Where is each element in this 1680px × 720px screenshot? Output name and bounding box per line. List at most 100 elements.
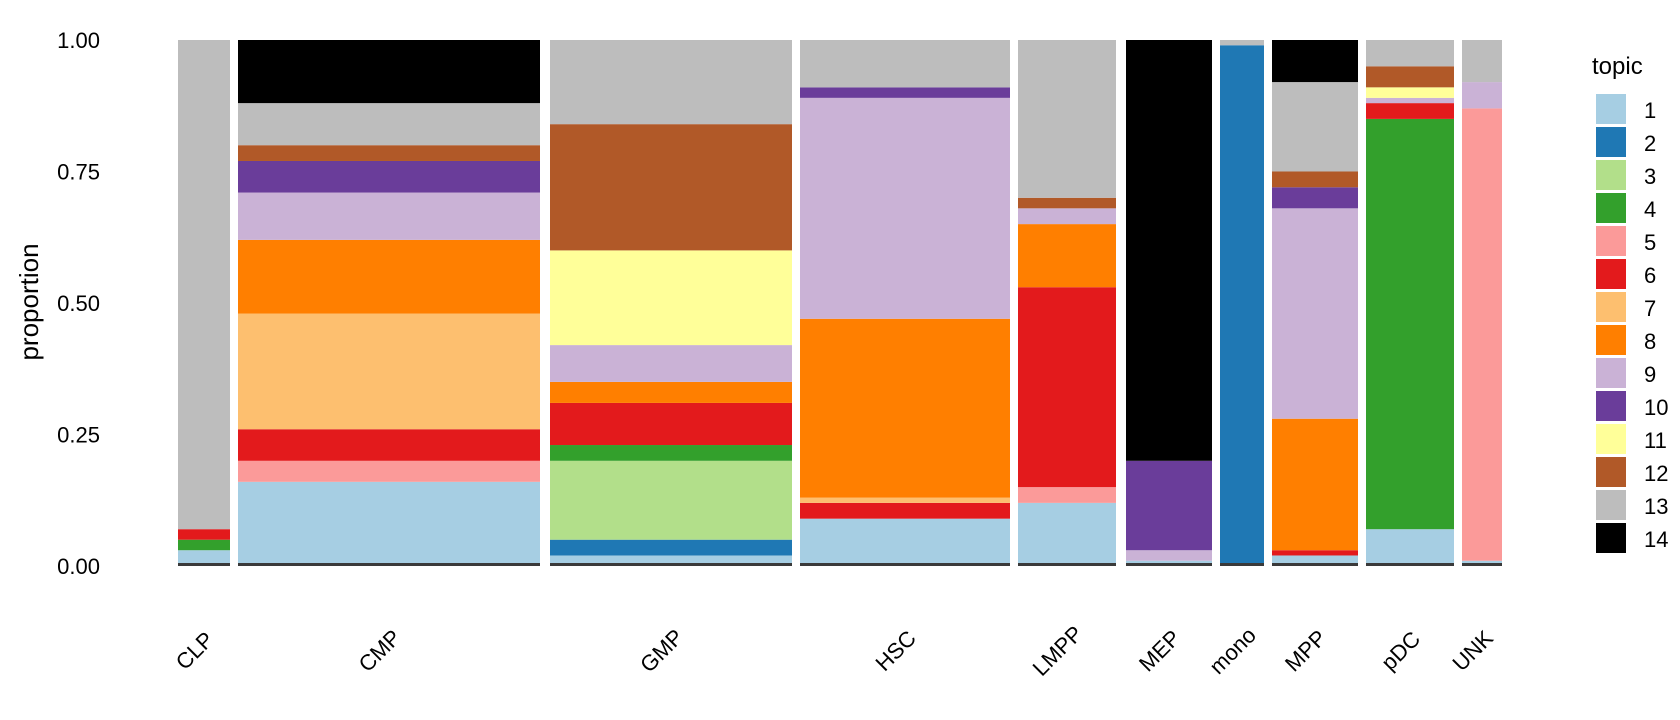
legend-swatch-topic-1 (1596, 94, 1626, 124)
legend-label: 13 (1644, 494, 1668, 519)
bar-group-cmp (238, 40, 540, 566)
bar-segment-topic-9 (1126, 550, 1212, 561)
legend-swatch-topic-10 (1596, 391, 1626, 421)
baseline (1366, 563, 1454, 566)
legend-swatch-topic-8 (1596, 325, 1626, 355)
bar-segment-topic-13 (1018, 40, 1116, 198)
bar-segment-topic-8 (1018, 224, 1116, 288)
bar-segment-topic-10 (800, 87, 1010, 98)
bar-group-mpp (1272, 40, 1358, 566)
bar-segment-topic-12 (238, 145, 540, 161)
y-tick-label: 0.50 (57, 291, 100, 316)
bar-group-hsc (800, 40, 1010, 566)
bar-segment-topic-2 (550, 539, 792, 556)
bar-segment-topic-5 (238, 460, 540, 482)
baseline (1272, 563, 1358, 566)
baseline (550, 563, 792, 566)
bar-segment-topic-1 (800, 518, 1010, 566)
legend-swatch-topic-13 (1596, 490, 1626, 520)
legend-title: topic (1592, 53, 1643, 80)
bar-segment-topic-1 (1272, 555, 1358, 566)
legend-swatch-topic-11 (1596, 424, 1626, 454)
bar-segment-topic-9 (550, 345, 792, 382)
legend-label: 10 (1644, 395, 1668, 420)
baseline (1018, 563, 1116, 566)
legend-label: 9 (1644, 362, 1656, 387)
legend-label: 2 (1644, 131, 1656, 156)
legend-label: 5 (1644, 230, 1656, 255)
x-tick-label: pDC (1376, 626, 1425, 675)
bar-group-lmpp (1018, 40, 1116, 566)
bar-segment-topic-7 (800, 497, 1010, 503)
bar-group-clp (178, 40, 230, 566)
x-tick-label: CLP (171, 627, 219, 675)
legend-label: 3 (1644, 164, 1656, 189)
bar-segment-topic-13 (800, 40, 1010, 88)
bar-segment-topic-1 (1018, 502, 1116, 566)
bar-segment-topic-13 (238, 103, 540, 146)
baseline (800, 563, 1010, 566)
legend-swatch-topic-7 (1596, 292, 1626, 322)
y-tick-label: 0.25 (57, 423, 100, 448)
bar-segment-topic-1 (238, 481, 540, 566)
bar-segment-topic-2 (1220, 45, 1264, 566)
legend-swatch-topic-4 (1596, 193, 1626, 223)
legend-label: 6 (1644, 263, 1656, 288)
bar-segment-topic-9 (1366, 97, 1454, 104)
bar-group-pdc (1366, 40, 1454, 566)
bar-segment-topic-6 (1366, 103, 1454, 119)
bar-segment-topic-12 (1272, 171, 1358, 188)
y-axis-title: proportion (14, 243, 44, 360)
bar-segment-topic-4 (1366, 118, 1454, 530)
bar-segment-topic-11 (1366, 87, 1454, 98)
bar-segment-topic-1 (178, 550, 230, 566)
bar-segment-topic-14 (1272, 40, 1358, 83)
bar-segment-topic-12 (550, 124, 792, 251)
legend-label: 7 (1644, 296, 1656, 321)
bar-segment-topic-6 (238, 429, 540, 461)
bar-segment-topic-3 (550, 460, 792, 540)
bar-segment-topic-14 (238, 40, 540, 104)
baseline (238, 563, 540, 566)
x-tick-label: UNK (1447, 625, 1498, 676)
bar-segment-topic-14 (1126, 40, 1212, 461)
bar-group-mep (1126, 40, 1212, 566)
bar-group-unk (1462, 40, 1502, 566)
legend-swatch-topic-6 (1596, 259, 1626, 289)
legend-label: 1 (1644, 98, 1656, 123)
baseline (1126, 563, 1212, 566)
x-tick-label: mono (1204, 622, 1261, 679)
bar-segment-topic-4 (178, 539, 230, 551)
bar-segment-topic-10 (238, 160, 540, 193)
y-tick-label: 0.75 (57, 160, 100, 185)
bar-segment-topic-8 (1272, 418, 1358, 551)
bar-groups (178, 40, 1502, 566)
bar-segment-topic-1 (550, 555, 792, 566)
bar-segment-topic-8 (550, 381, 792, 403)
bar-segment-topic-5 (1018, 487, 1116, 503)
bar-segment-topic-6 (178, 529, 230, 540)
y-tick-label: 1.00 (57, 28, 100, 53)
bar-segment-topic-12 (1366, 66, 1454, 88)
bar-segment-topic-6 (800, 502, 1010, 519)
bar-segment-topic-9 (1018, 208, 1116, 225)
legend-label: 8 (1644, 329, 1656, 354)
legend-label: 4 (1644, 197, 1656, 222)
bar-segment-topic-4 (550, 445, 792, 461)
legend-label: 11 (1644, 428, 1667, 453)
legend-swatch-topic-14 (1596, 523, 1626, 553)
x-tick-label: CMP (354, 625, 406, 677)
bar-segment-topic-8 (800, 318, 1010, 498)
bar-segment-topic-9 (1462, 82, 1502, 109)
bar-segment-topic-9 (800, 97, 1010, 319)
x-tick-label: MEP (1134, 625, 1185, 676)
legend-swatch-topic-9 (1596, 358, 1626, 388)
bar-segment-topic-1 (1366, 529, 1454, 566)
legend-label: 14 (1644, 527, 1668, 552)
legend-label: 12 (1644, 461, 1668, 486)
bar-segment-topic-7 (238, 313, 540, 430)
bar-segment-topic-6 (1018, 287, 1116, 488)
x-tick-label: MPP (1280, 625, 1331, 676)
